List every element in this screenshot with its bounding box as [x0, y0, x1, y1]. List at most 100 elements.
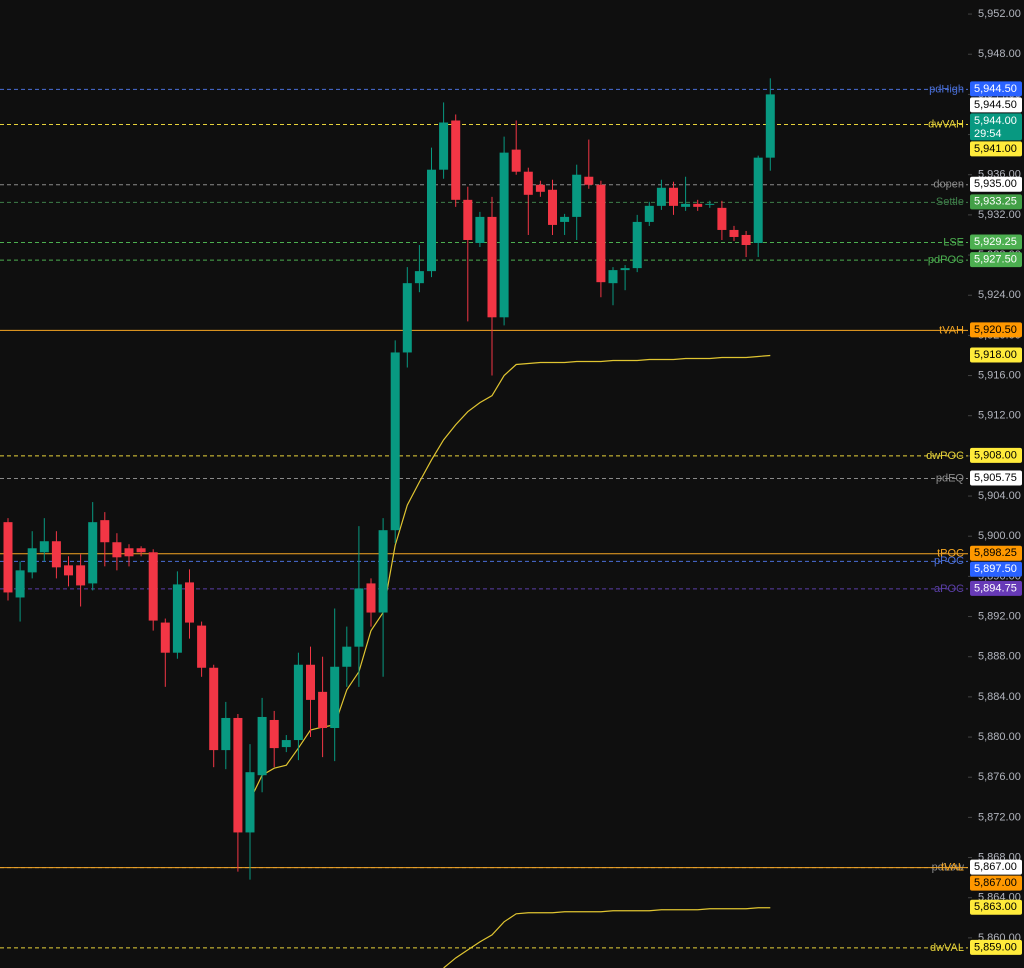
- level-label: pdPOC: [928, 254, 964, 266]
- candle-body: [39, 541, 49, 553]
- candle-body: [451, 120, 461, 200]
- candle-body: [293, 664, 303, 741]
- level-label: pPOC: [934, 555, 964, 567]
- candle-body: [717, 207, 727, 230]
- y-tick-label: 5,952.00: [978, 8, 1021, 20]
- price-tag: [970, 194, 1022, 210]
- level-label: dwVAL: [930, 942, 964, 954]
- candle-body: [608, 270, 618, 284]
- candle-body: [765, 94, 775, 158]
- candle-body: [511, 149, 521, 172]
- candle-body: [257, 716, 267, 776]
- price-tag-label: 5,867.00: [974, 877, 1017, 889]
- candle-body: [136, 548, 146, 553]
- candle-body: [669, 187, 678, 206]
- price-tag-label: 5,927.50: [974, 253, 1017, 265]
- y-tick-label: 5,904.00: [978, 490, 1021, 502]
- candle-body: [124, 548, 134, 557]
- y-tick-label: 5,912.00: [978, 410, 1021, 422]
- candle-body: [439, 122, 449, 170]
- price-tag-label: 5,905.75: [974, 472, 1017, 484]
- candle-body: [172, 584, 182, 653]
- price-tag-label: 5,935.00: [974, 178, 1017, 190]
- candle-body: [88, 522, 98, 584]
- price-tag-label: 5,908.00: [974, 449, 1017, 461]
- candle-body: [281, 740, 291, 748]
- price-tag: [970, 252, 1022, 268]
- candle-body: [560, 216, 570, 222]
- candle-body: [596, 184, 606, 283]
- price-tag-label: 5,897.50: [974, 563, 1017, 575]
- price-tag: [970, 113, 1022, 141]
- y-tick-label: 5,900.00: [978, 530, 1021, 542]
- level-label: aPOC: [934, 583, 964, 595]
- candle-body: [148, 552, 158, 621]
- candle-body: [729, 229, 739, 237]
- price-tag: [970, 234, 1022, 250]
- price-tag: [970, 899, 1022, 915]
- candle-body: [233, 717, 243, 833]
- price-tag-label: 5,859.00: [974, 941, 1017, 953]
- price-tag: [970, 470, 1022, 486]
- level-label: LSE: [943, 236, 964, 248]
- price-tag-label: 5,941.00: [974, 143, 1017, 155]
- candle-body: [160, 622, 170, 653]
- price-tag-label: 5,944.50: [974, 83, 1017, 95]
- y-tick-label: 5,884.00: [978, 691, 1021, 703]
- candle-body: [572, 174, 582, 217]
- candle-body: [463, 199, 473, 240]
- candle-body: [209, 667, 219, 751]
- price-tag: [970, 347, 1022, 363]
- price-tag-label: 5,933.25: [974, 196, 1017, 208]
- candle-body: [693, 203, 703, 207]
- price-tag-label: 5,920.50: [974, 324, 1017, 336]
- candle-body: [366, 583, 376, 613]
- candle-body: [705, 203, 715, 205]
- candle-body: [535, 184, 545, 192]
- price-tag: [970, 545, 1022, 561]
- price-tag-label: 5,898.25: [974, 547, 1017, 559]
- candle-body: [27, 548, 37, 573]
- y-tick-label: 5,888.00: [978, 651, 1021, 663]
- price-tag-label: 5,944.00: [974, 115, 1017, 127]
- price-tag-label: 5,867.00: [974, 861, 1017, 873]
- candle-body: [402, 283, 412, 353]
- candle-body: [427, 169, 436, 272]
- candle-body: [269, 719, 279, 749]
- candle-body: [487, 216, 497, 318]
- candle-body: [656, 187, 666, 206]
- price-tag: [970, 447, 1022, 463]
- price-tag: [970, 141, 1022, 157]
- price-tag: [970, 176, 1022, 192]
- candle-body: [64, 565, 73, 576]
- price-tag: [970, 97, 1022, 113]
- level-label: Settle: [936, 196, 964, 208]
- candle-body: [741, 234, 751, 246]
- candle-body: [76, 565, 86, 586]
- y-tick-label: 5,916.00: [978, 369, 1021, 381]
- y-tick-label: 5,876.00: [978, 771, 1021, 783]
- candle-body: [318, 691, 328, 729]
- candle-body: [3, 522, 13, 593]
- candle-body: [499, 152, 509, 318]
- price-tag: [970, 561, 1022, 577]
- price-tag-label: 5,863.00: [974, 901, 1017, 913]
- candle-body: [51, 541, 61, 568]
- price-tag-label: 5,894.75: [974, 582, 1017, 594]
- y-tick-label: 5,892.00: [978, 610, 1021, 622]
- candle-body: [378, 530, 388, 613]
- level-label: tPOC: [937, 548, 964, 560]
- price-tag: [970, 939, 1022, 955]
- candle-body: [584, 176, 594, 185]
- candle-body: [306, 664, 315, 700]
- level-label: dopen: [933, 179, 964, 191]
- price-tag-label: 5,918.00: [974, 349, 1017, 361]
- y-tick-label: 5,924.00: [978, 289, 1021, 301]
- price-tag: [970, 859, 1022, 875]
- candle-body: [342, 646, 352, 667]
- level-label: dwPOC: [926, 450, 964, 462]
- y-tick-label: 5,872.00: [978, 811, 1021, 823]
